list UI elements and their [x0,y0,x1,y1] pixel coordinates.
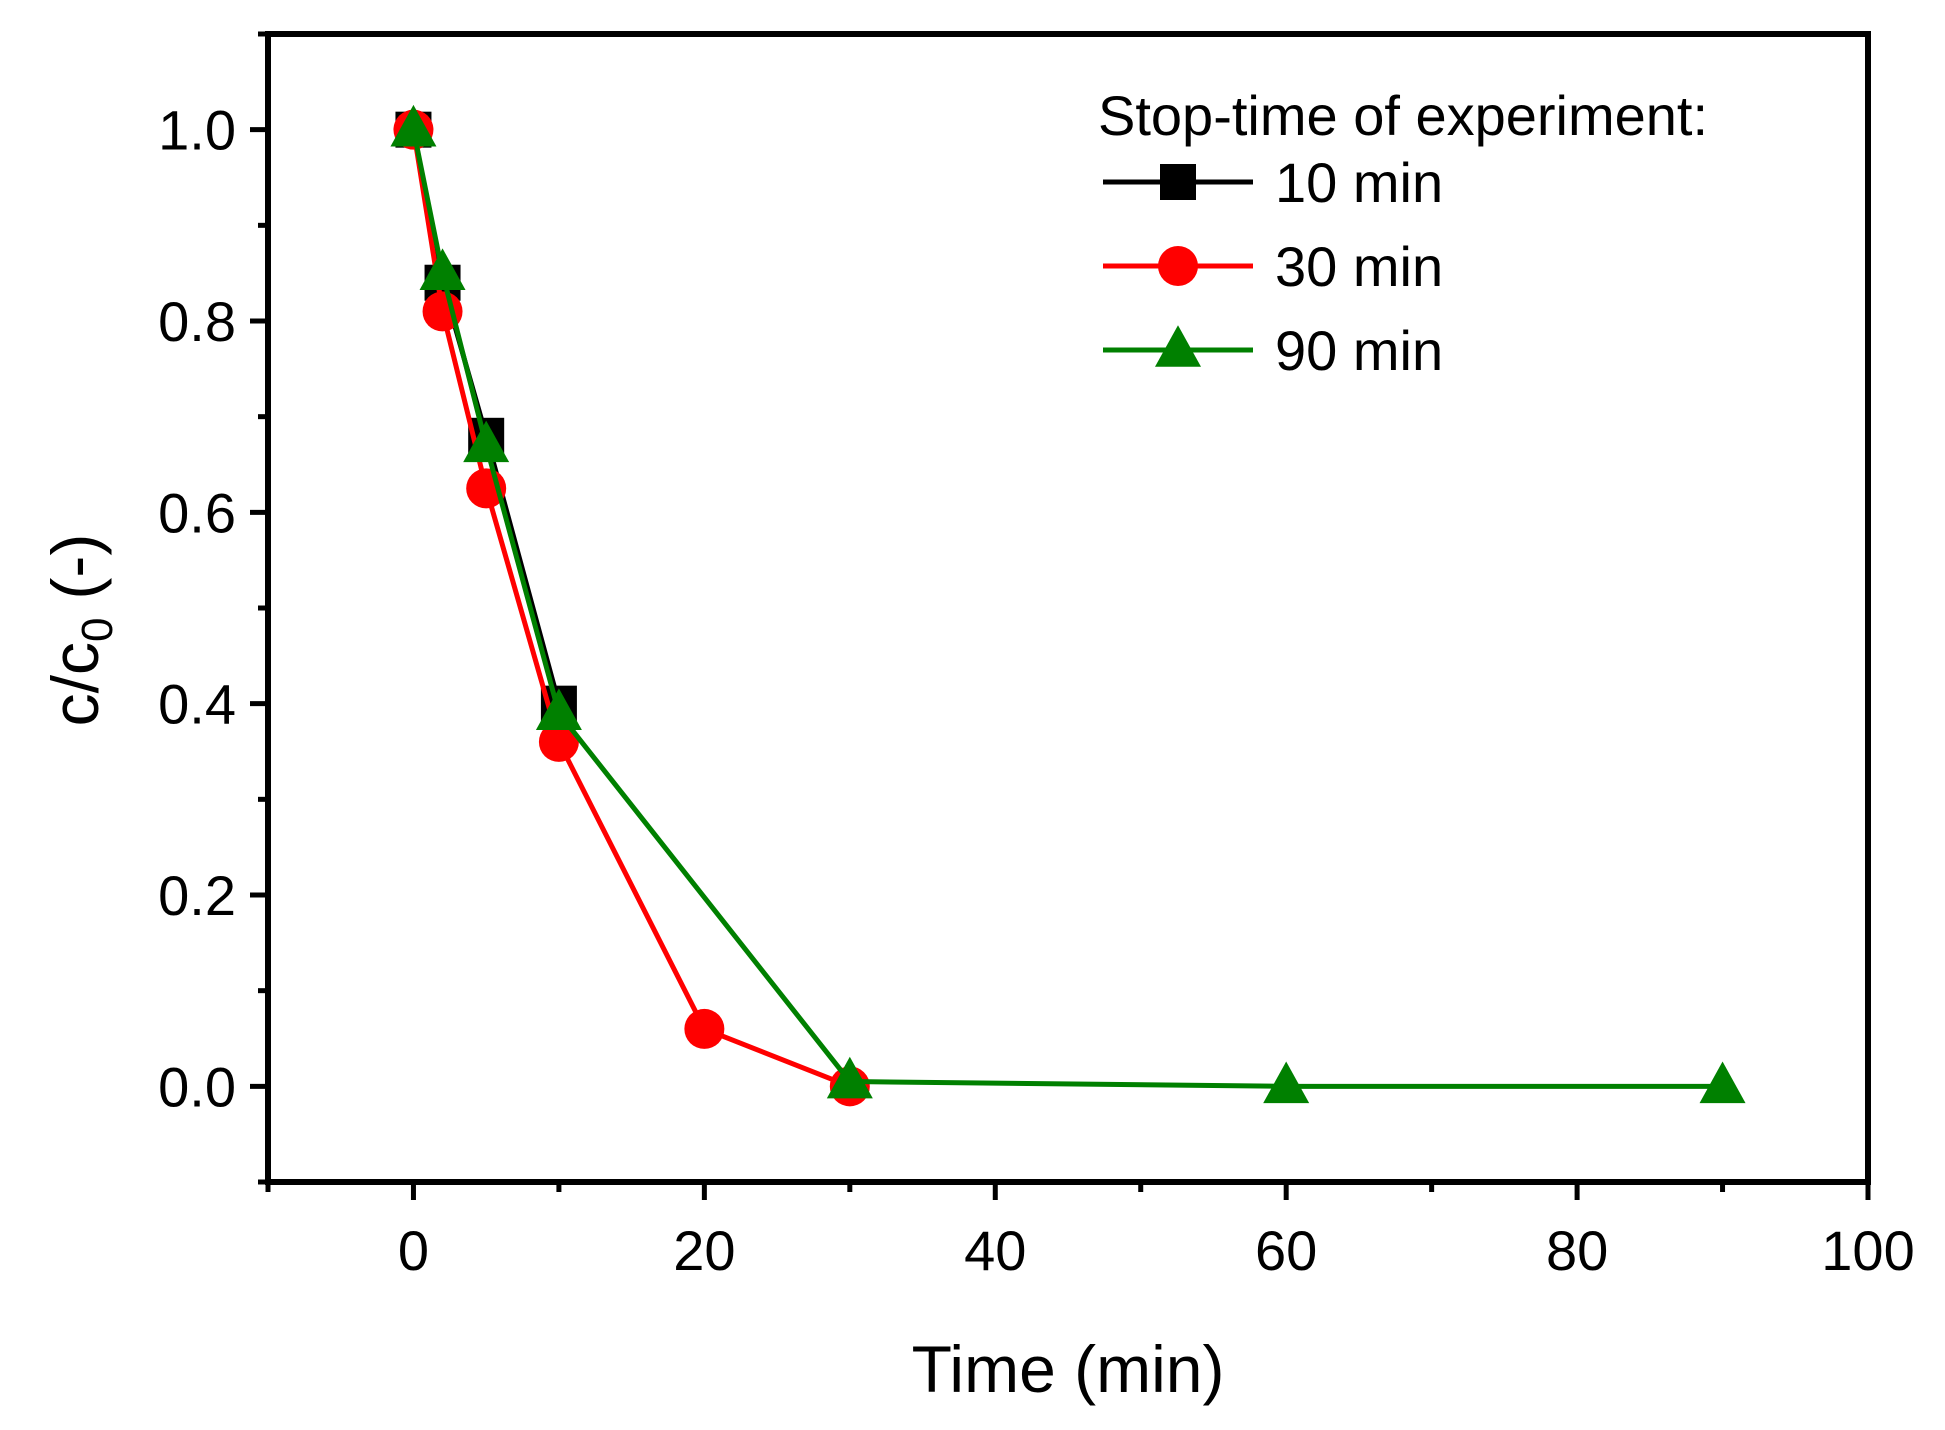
data-point [826,1056,873,1099]
legend: Stop-time of experiment: 10 min 30 min 90 … [1098,84,1708,382]
data-point [684,1008,725,1049]
svg-text:c/c0(-): c/c0 (-) [38,534,122,727]
x-tick-label: 60 [1255,1219,1317,1282]
data-point [1263,1061,1310,1104]
circle-marker-icon [1158,246,1198,286]
y-tick-label: 0.4 [158,673,236,736]
plot-frame [265,31,1871,1185]
y-tick-label: 0.8 [158,290,236,353]
y-axis-title-subscript: 0 [73,618,122,642]
series-layer [390,104,1746,1107]
series-90-min [390,104,1746,1104]
legend-label: 10 min [1275,151,1443,214]
y-tick-label: 1.0 [158,99,236,162]
legend-entries: 10 min 30 min 90 min [1103,151,1443,382]
y-axis-title: c/c0 (-) [38,534,122,727]
data-point [463,420,510,463]
legend-title: Stop-time of experiment: [1098,84,1708,147]
x-tick-labels: 0 20 40 60 80 100 [398,1219,1915,1282]
data-point [390,104,437,147]
x-tick-label: 40 [964,1219,1026,1282]
x-tick-label: 20 [673,1219,735,1282]
x-axis-title: Time (min) [912,1332,1225,1406]
data-point [1699,1061,1746,1104]
y-tick-label: 0.0 [158,1055,236,1118]
y-axis-title-suffix: (-) [38,534,112,600]
data-point [538,721,579,762]
legend-entry: 10 min [1103,151,1443,214]
y-axis-title-main: c/c [38,642,112,726]
legend-label: 30 min [1275,235,1443,298]
y-tick-labels: 0.0 0.2 0.4 0.6 0.8 1.0 [158,99,236,1119]
square-marker-icon [1160,164,1196,200]
data-point [419,248,466,290]
y-tick-label: 0.2 [158,864,236,927]
y-tick-label: 0.6 [158,481,236,544]
legend-entry: 30 min [1103,235,1443,298]
legend-label: 90 min [1275,319,1443,382]
x-tick-label: 80 [1546,1219,1608,1282]
x-tick-label: 0 [398,1219,429,1282]
data-point [535,688,582,731]
triangle-marker-icon [1155,325,1201,367]
x-tick-label: 100 [1821,1219,1914,1282]
legend-entry: 90 min [1103,319,1443,382]
